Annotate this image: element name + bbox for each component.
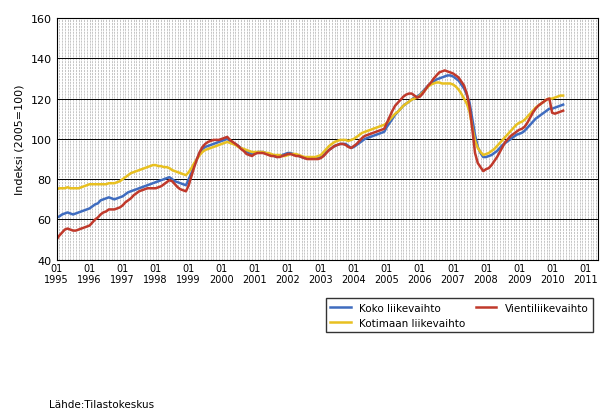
Vientiliikevaihto xyxy=(163,180,170,185)
Line: Koko liikevaihto: Koko liikevaihto xyxy=(56,76,563,218)
Vientiliikevaihto xyxy=(160,182,168,187)
Vientiliikevaihto xyxy=(265,153,272,158)
Kotimaan liikevaihto xyxy=(397,107,405,112)
Legend: Koko liikevaihto, Kotimaan liikevaihto, Vientiliikevaihto: Koko liikevaihto, Kotimaan liikevaihto, … xyxy=(325,299,593,332)
Kotimaan liikevaihto xyxy=(559,94,567,99)
Kotimaan liikevaihto xyxy=(160,165,168,170)
Vientiliikevaihto xyxy=(559,109,567,114)
Vientiliikevaihto xyxy=(397,98,405,103)
Text: Lähde:Tilastokeskus: Lähde:Tilastokeskus xyxy=(49,399,154,409)
Kotimaan liikevaihto xyxy=(265,151,272,156)
Y-axis label: Indeksi (2005=100): Indeksi (2005=100) xyxy=(15,84,25,195)
Koko liikevaihto xyxy=(133,188,140,192)
Koko liikevaihto xyxy=(53,216,60,221)
Kotimaan liikevaihto xyxy=(133,169,140,174)
Koko liikevaihto xyxy=(397,107,405,112)
Vientiliikevaihto xyxy=(53,237,60,242)
Vientiliikevaihto xyxy=(133,191,140,196)
Line: Vientiliikevaihto: Vientiliikevaihto xyxy=(56,71,563,240)
Koko liikevaihto xyxy=(160,177,168,182)
Koko liikevaihto xyxy=(444,74,451,79)
Koko liikevaihto xyxy=(265,152,272,157)
Kotimaan liikevaihto xyxy=(433,81,440,86)
Vientiliikevaihto xyxy=(474,161,481,166)
Koko liikevaihto xyxy=(163,176,170,181)
Koko liikevaihto xyxy=(474,145,481,150)
Line: Kotimaan liikevaihto: Kotimaan liikevaihto xyxy=(56,83,563,190)
Kotimaan liikevaihto xyxy=(474,146,481,151)
Kotimaan liikevaihto xyxy=(163,165,170,170)
Koko liikevaihto xyxy=(559,103,567,108)
Vientiliikevaihto xyxy=(441,69,448,74)
Kotimaan liikevaihto xyxy=(53,188,60,192)
